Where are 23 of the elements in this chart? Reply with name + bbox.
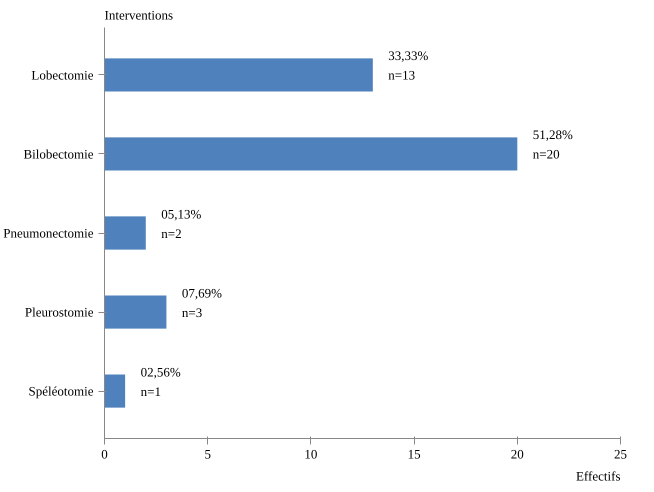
x-tick-label: 20	[510, 446, 524, 462]
data-label: 33,33% n=13	[388, 48, 429, 83]
x-tick-label: 0	[101, 446, 108, 462]
x-tick-label: 25	[614, 446, 627, 462]
x-axis-title: Effectifs	[576, 468, 621, 484]
x-tick-label: 10	[304, 446, 318, 462]
x-tick-label: 5	[204, 446, 211, 462]
data-label: 51,28% n=20	[532, 127, 574, 162]
x-tick-label: 15	[408, 446, 421, 462]
y-tick-label: Bilobectomie	[23, 146, 94, 162]
bar	[104, 295, 166, 329]
y-tick-label: Pleurostomie	[24, 304, 94, 320]
bar	[104, 58, 373, 92]
data-label: 02,56% n=1	[140, 364, 181, 399]
y-tick-label: Pneumonectomie	[3, 226, 94, 240]
bar	[104, 374, 126, 408]
y-tick-label: Lobectomie	[31, 67, 94, 82]
data-label: 05,13% n=2	[161, 206, 202, 241]
bar	[104, 137, 518, 171]
y-tick-label: Spéléotomie	[28, 384, 94, 399]
bar	[104, 216, 146, 250]
data-label: 07,69% n=3	[182, 285, 222, 320]
y-axis-title: Interventions	[104, 8, 174, 22]
